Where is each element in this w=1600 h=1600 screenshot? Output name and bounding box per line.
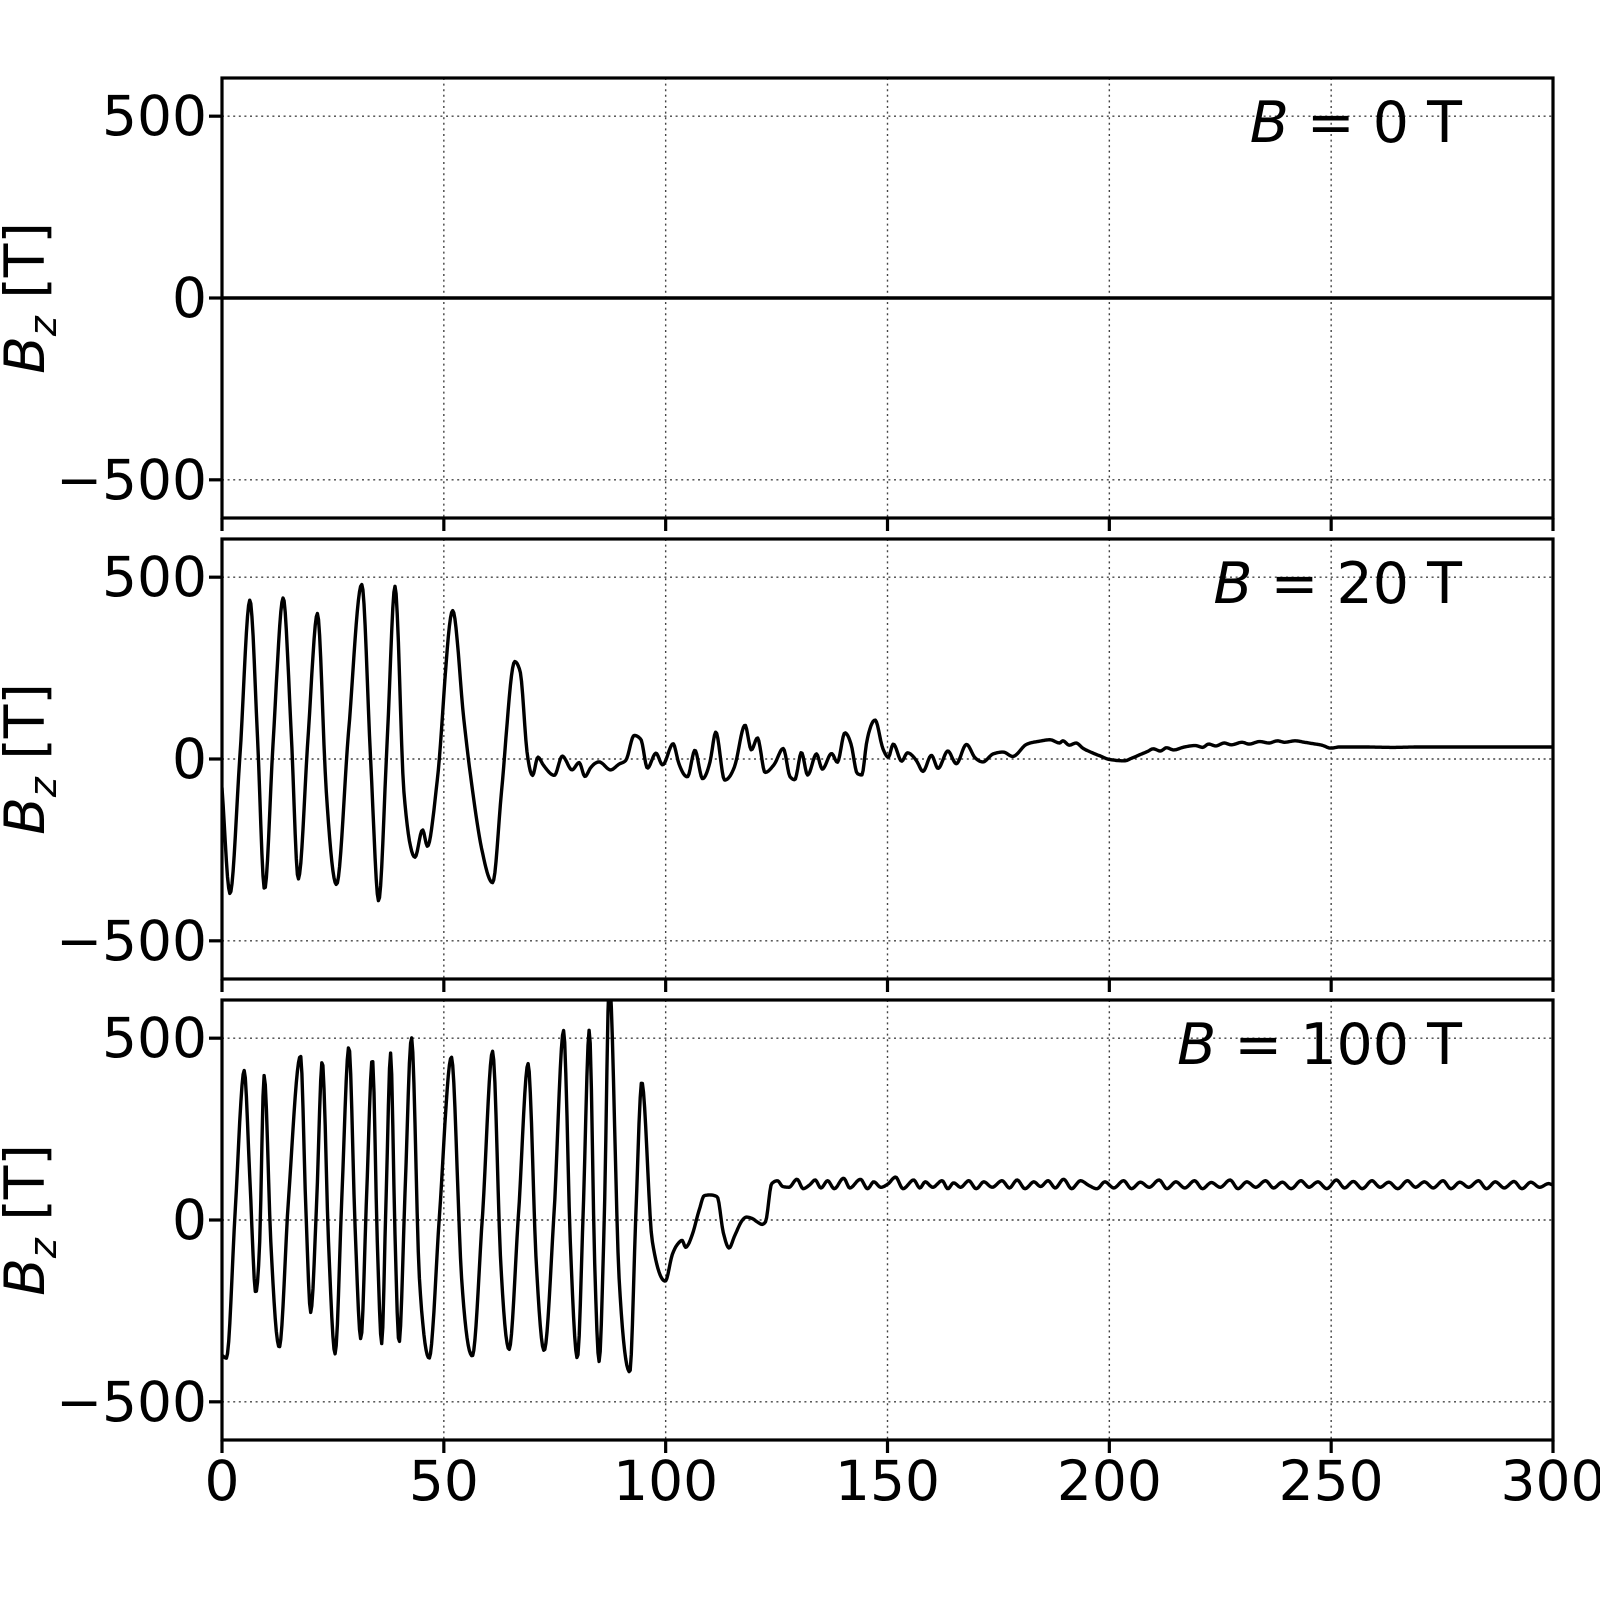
y-tick-label: 500 xyxy=(102,545,207,609)
panel-annotation-2: B = 100 T xyxy=(1177,1012,1462,1078)
data-curve-2 xyxy=(222,1000,1553,1374)
panel-annotation-0: B = 0 T xyxy=(1250,90,1462,156)
panel-2: 500 0 −500 Bz [T] B = 100 T 0 50 100 150 200 250 30… xyxy=(0,998,1600,1513)
x-tick-label: 300 xyxy=(1501,1449,1600,1513)
y-tick-label: 0 xyxy=(172,266,207,330)
panel-0: 500 0 −500 Bz [T] B = 0 T xyxy=(0,76,1555,531)
y-axis-label: Bz [T] xyxy=(0,222,65,374)
ticks-1 xyxy=(209,575,1555,992)
panel-annotation-1: B = 20 T xyxy=(1213,551,1462,617)
x-tick-label: 250 xyxy=(1279,1449,1384,1513)
y-tick-label: 0 xyxy=(172,1188,207,1252)
x-tick-label: 100 xyxy=(613,1449,718,1513)
y-tick-label: −500 xyxy=(56,1370,207,1434)
data-curve-1 xyxy=(222,582,1553,903)
y-axis-label: Bz [T] xyxy=(0,1144,65,1296)
y-tick-label: 0 xyxy=(172,727,207,791)
y-tick-label: −500 xyxy=(56,909,207,973)
y-tick-label: 500 xyxy=(102,1006,207,1070)
panel-1: 500 0 −500 Bz [T] B = 20 T xyxy=(0,537,1555,992)
x-tick-label: 50 xyxy=(409,1449,479,1513)
x-tick-label: 200 xyxy=(1057,1449,1162,1513)
y-axis-label: Bz [T] xyxy=(0,683,65,835)
x-tick-label: 150 xyxy=(835,1449,940,1513)
x-tick-label: 0 xyxy=(205,1449,240,1513)
ticks-2 xyxy=(209,1036,1555,1453)
y-tick-label: −500 xyxy=(56,448,207,512)
y-tick-label: 500 xyxy=(102,84,207,148)
ticks-0 xyxy=(209,114,1555,531)
